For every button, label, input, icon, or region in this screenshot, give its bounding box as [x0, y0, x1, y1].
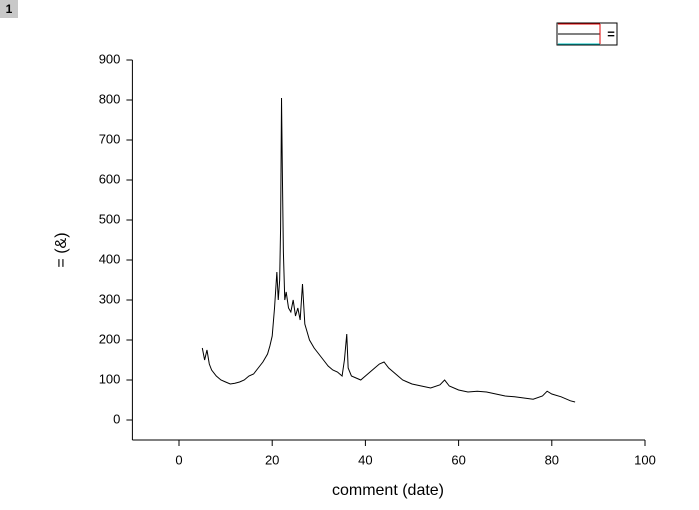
x-axis-title: comment (date)	[332, 482, 444, 499]
y-axis-title: = (&)	[53, 232, 70, 267]
data-line	[201, 97, 576, 403]
y-tick-label: 600	[99, 171, 121, 186]
panel-badge	[0, 0, 18, 18]
x-tick-label: 60	[451, 452, 465, 467]
y-tick-label: 300	[99, 291, 121, 306]
x-tick-label: 20	[265, 452, 279, 467]
y-tick-label: 500	[99, 211, 121, 226]
x-tick-label: 40	[358, 452, 372, 467]
y-tick-label: 900	[99, 51, 121, 66]
x-tick-label: 80	[545, 452, 559, 467]
y-tick-label: 400	[99, 251, 121, 266]
y-tick-label: 200	[99, 331, 121, 346]
y-tick-label: 0	[113, 411, 120, 426]
x-tick-label: 0	[175, 452, 182, 467]
y-tick-label: 800	[99, 91, 121, 106]
y-tick-label: 700	[99, 131, 121, 146]
panel-label: 1	[6, 2, 13, 16]
x-tick-label: 100	[634, 452, 656, 467]
legend-label: =	[607, 26, 615, 41]
y-tick-label: 100	[99, 371, 121, 386]
legend: =	[556, 22, 618, 46]
